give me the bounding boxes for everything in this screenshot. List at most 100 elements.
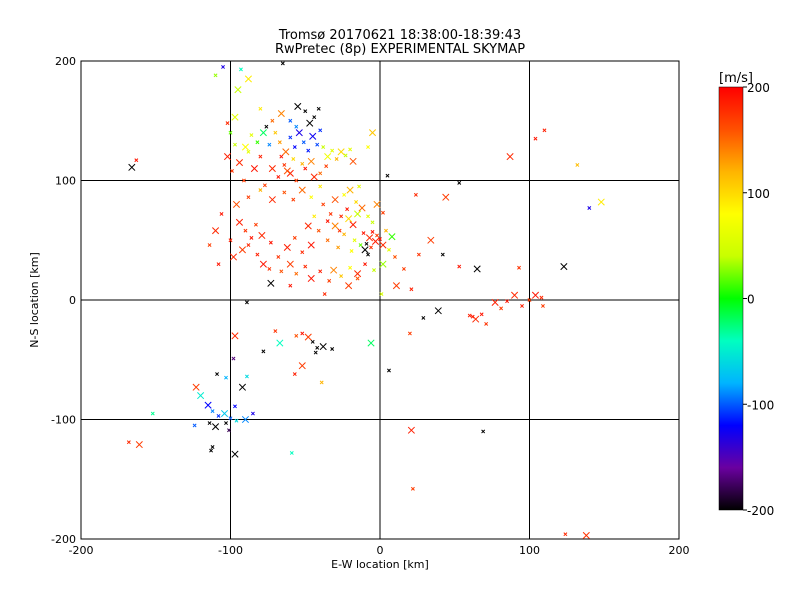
data-point (324, 153, 332, 161)
data-point (267, 266, 272, 271)
data-point (401, 266, 406, 271)
data-point (264, 124, 269, 129)
data-point (231, 356, 236, 361)
data-point (244, 374, 249, 379)
data-point (313, 350, 318, 355)
data-point (300, 331, 305, 336)
x-axis-label: E-W location [km] (331, 558, 429, 571)
data-point (150, 411, 155, 416)
data-point (315, 142, 320, 147)
data-point (273, 329, 278, 334)
colorbar-tick-label: -200 (747, 504, 774, 518)
data-point (467, 313, 472, 318)
data-point (282, 163, 287, 167)
data-point (229, 253, 238, 261)
data-point (392, 282, 400, 290)
data-point (369, 245, 373, 250)
data-point (481, 429, 486, 434)
data-point (337, 228, 342, 233)
data-point (246, 149, 251, 154)
data-point (231, 113, 239, 121)
data-point (300, 250, 305, 255)
data-point (491, 298, 499, 306)
data-point (375, 233, 379, 238)
data-point (294, 271, 299, 276)
colorbar-tick-labels: 200 100 0 -100 -200 (743, 81, 774, 518)
data-point (258, 106, 263, 111)
data-point (321, 202, 326, 207)
data-point (343, 153, 348, 158)
data-point (388, 233, 396, 241)
data-point (231, 332, 239, 340)
data-point (370, 229, 375, 234)
data-point (242, 178, 246, 183)
data-point (379, 260, 387, 268)
data-point (348, 265, 353, 270)
data-point (366, 252, 370, 257)
data-point (442, 193, 450, 201)
data-point (250, 411, 255, 416)
data-point (235, 218, 244, 226)
data-point (219, 212, 224, 216)
data-point (331, 196, 339, 204)
data-point (575, 163, 580, 167)
data-point (328, 212, 333, 216)
data-point (300, 161, 305, 166)
data-point (349, 221, 357, 229)
data-point (231, 450, 239, 458)
data-point (510, 291, 519, 299)
data-point (215, 372, 219, 377)
data-point (472, 315, 480, 323)
data-point (371, 237, 380, 245)
data-point (233, 404, 237, 409)
data-point (282, 148, 290, 156)
data-point (211, 423, 220, 431)
data-point (387, 368, 391, 373)
data-point (379, 241, 387, 249)
data-point (315, 345, 320, 350)
data-point (276, 339, 284, 347)
data-point (342, 192, 347, 197)
data-point (318, 128, 323, 133)
data-point (276, 174, 281, 179)
data-point (582, 531, 590, 539)
data-point (361, 231, 366, 236)
data-point (331, 222, 339, 230)
data-point (520, 304, 524, 308)
x-tick-labels: -200 -100 0 100 200 (69, 544, 690, 557)
data-point (307, 157, 315, 165)
data-point (318, 171, 323, 176)
data-point (506, 153, 514, 161)
data-point (358, 204, 366, 212)
data-point (345, 282, 353, 290)
data-point (345, 215, 353, 223)
data-point (416, 252, 421, 257)
data-point (348, 147, 353, 152)
data-point (233, 142, 237, 147)
data-point (234, 418, 239, 423)
data-point (303, 166, 308, 171)
data-point (457, 180, 462, 185)
data-point (427, 236, 435, 244)
data-point (259, 260, 267, 268)
data-point (322, 292, 327, 296)
data-points (126, 61, 605, 539)
data-point (307, 241, 315, 249)
data-point (542, 128, 547, 133)
data-point (527, 298, 532, 302)
data-point (288, 283, 293, 288)
data-point (298, 186, 306, 194)
data-point (421, 315, 426, 320)
data-point (289, 451, 294, 455)
data-point (273, 130, 278, 135)
data-point (316, 228, 321, 233)
data-point (258, 154, 263, 159)
data-point (372, 268, 376, 273)
data-point (533, 136, 538, 141)
data-point (292, 145, 297, 149)
data-point (484, 321, 489, 326)
y-tick-label: -200 (51, 533, 76, 546)
data-point (288, 135, 293, 140)
data-point (262, 183, 267, 188)
data-point (325, 238, 330, 243)
